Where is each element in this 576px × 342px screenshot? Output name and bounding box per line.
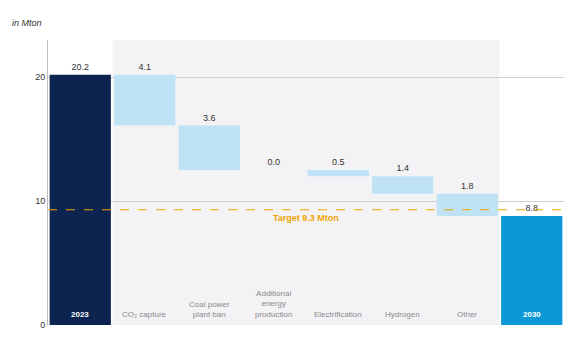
- svg-text:8.8: 8.8: [525, 203, 538, 213]
- svg-text:0.0: 0.0: [267, 157, 280, 167]
- svg-text:Target 9.3 Mton: Target 9.3 Mton: [273, 213, 339, 223]
- svg-text:0.5: 0.5: [332, 157, 345, 167]
- svg-text:Hydrogen: Hydrogen: [385, 310, 420, 319]
- svg-text:20.2: 20.2: [71, 62, 89, 72]
- svg-text:4.1: 4.1: [138, 62, 151, 72]
- svg-text:2023: 2023: [71, 310, 89, 319]
- svg-text:in Mton: in Mton: [12, 18, 42, 28]
- svg-text:10: 10: [35, 196, 45, 206]
- svg-text:3.6: 3.6: [203, 113, 216, 123]
- svg-text:CO₂ capture: CO₂ capture: [122, 310, 167, 319]
- svg-text:2030: 2030: [523, 310, 541, 319]
- svg-text:Other: Other: [457, 310, 477, 319]
- svg-text:Electrification: Electrification: [314, 310, 362, 319]
- svg-text:0: 0: [40, 320, 45, 330]
- svg-text:20: 20: [35, 72, 45, 82]
- svg-text:1.4: 1.4: [396, 163, 409, 173]
- svg-text:Coal powerplant ban: Coal powerplant ban: [189, 300, 230, 319]
- svg-text:Additionalenergyproduction: Additionalenergyproduction: [255, 289, 292, 319]
- svg-text:1.8: 1.8: [461, 181, 474, 191]
